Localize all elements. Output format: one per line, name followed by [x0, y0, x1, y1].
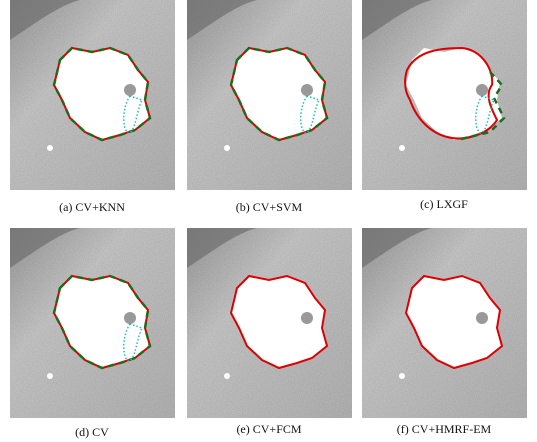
panel-a: [10, 0, 175, 190]
panel-d: [10, 228, 175, 418]
panel-e: [187, 228, 352, 418]
panel-c: [362, 0, 527, 190]
caption: (d) CV: [75, 425, 109, 439]
caption: (b) CV+SVM: [236, 200, 303, 214]
caption: (a) CV+KNN: [59, 200, 125, 214]
caption: (f) CV+HMRF-EM: [397, 422, 492, 436]
panel-b: [187, 0, 352, 190]
caption: (e) CV+FCM: [236, 422, 301, 436]
figure: (a) CV+KNN (b) CV+SVM (c) LXGF (d) CV (e…: [0, 0, 537, 442]
panel-f: [362, 228, 527, 418]
caption: (c) LXGF: [420, 197, 468, 211]
